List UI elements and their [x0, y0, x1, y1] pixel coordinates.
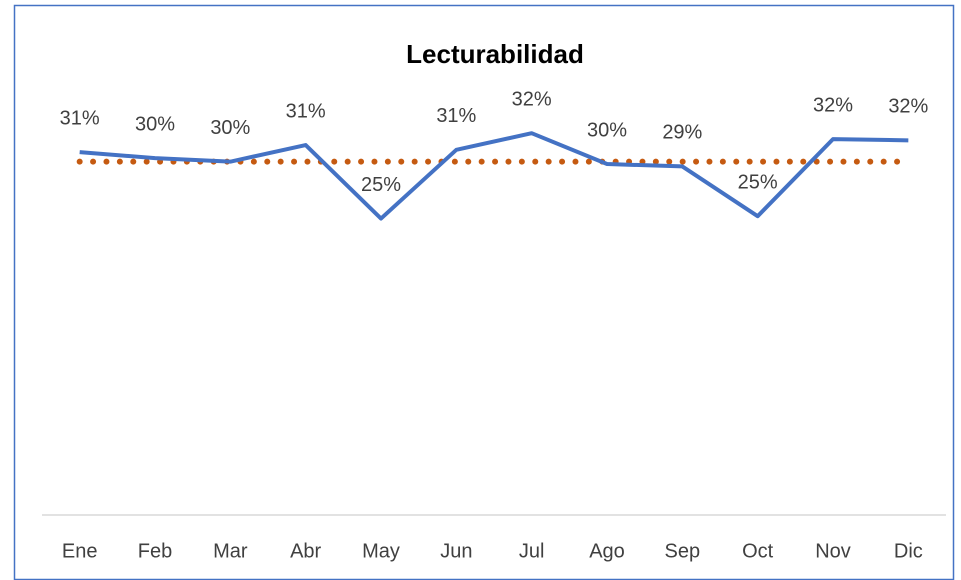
data-label: 32%	[888, 96, 928, 118]
data-label: 30%	[210, 117, 250, 139]
data-label: 29%	[662, 122, 702, 144]
data-label: 25%	[361, 174, 401, 196]
x-tick-label: Dic	[894, 540, 923, 562]
x-tick-label: Ago	[589, 540, 625, 562]
chart-title: Lecturabilidad	[406, 39, 584, 69]
data-label: 32%	[813, 94, 853, 116]
x-tick-label: Abr	[290, 540, 321, 562]
data-label: 25%	[738, 171, 778, 193]
x-tick-label: Sep	[665, 540, 701, 562]
x-tick-label: Mar	[213, 540, 248, 562]
data-label: 30%	[135, 113, 175, 135]
series-line	[79, 131, 909, 221]
x-tick-label: Jun	[440, 540, 472, 562]
x-tick-label: Feb	[138, 540, 172, 562]
data-label: 31%	[60, 107, 100, 129]
x-tick-label: Jul	[519, 540, 545, 562]
x-tick-label: Nov	[815, 540, 851, 562]
data-label: 32%	[512, 88, 552, 110]
chart-border	[13, 4, 955, 580]
data-label: 31%	[286, 100, 326, 122]
data-label: 31%	[436, 105, 476, 127]
x-tick-label: May	[362, 540, 400, 562]
data-label: 30%	[587, 119, 627, 141]
x-tick-label: Ene	[62, 540, 98, 562]
x-tick-label: Oct	[742, 540, 774, 562]
